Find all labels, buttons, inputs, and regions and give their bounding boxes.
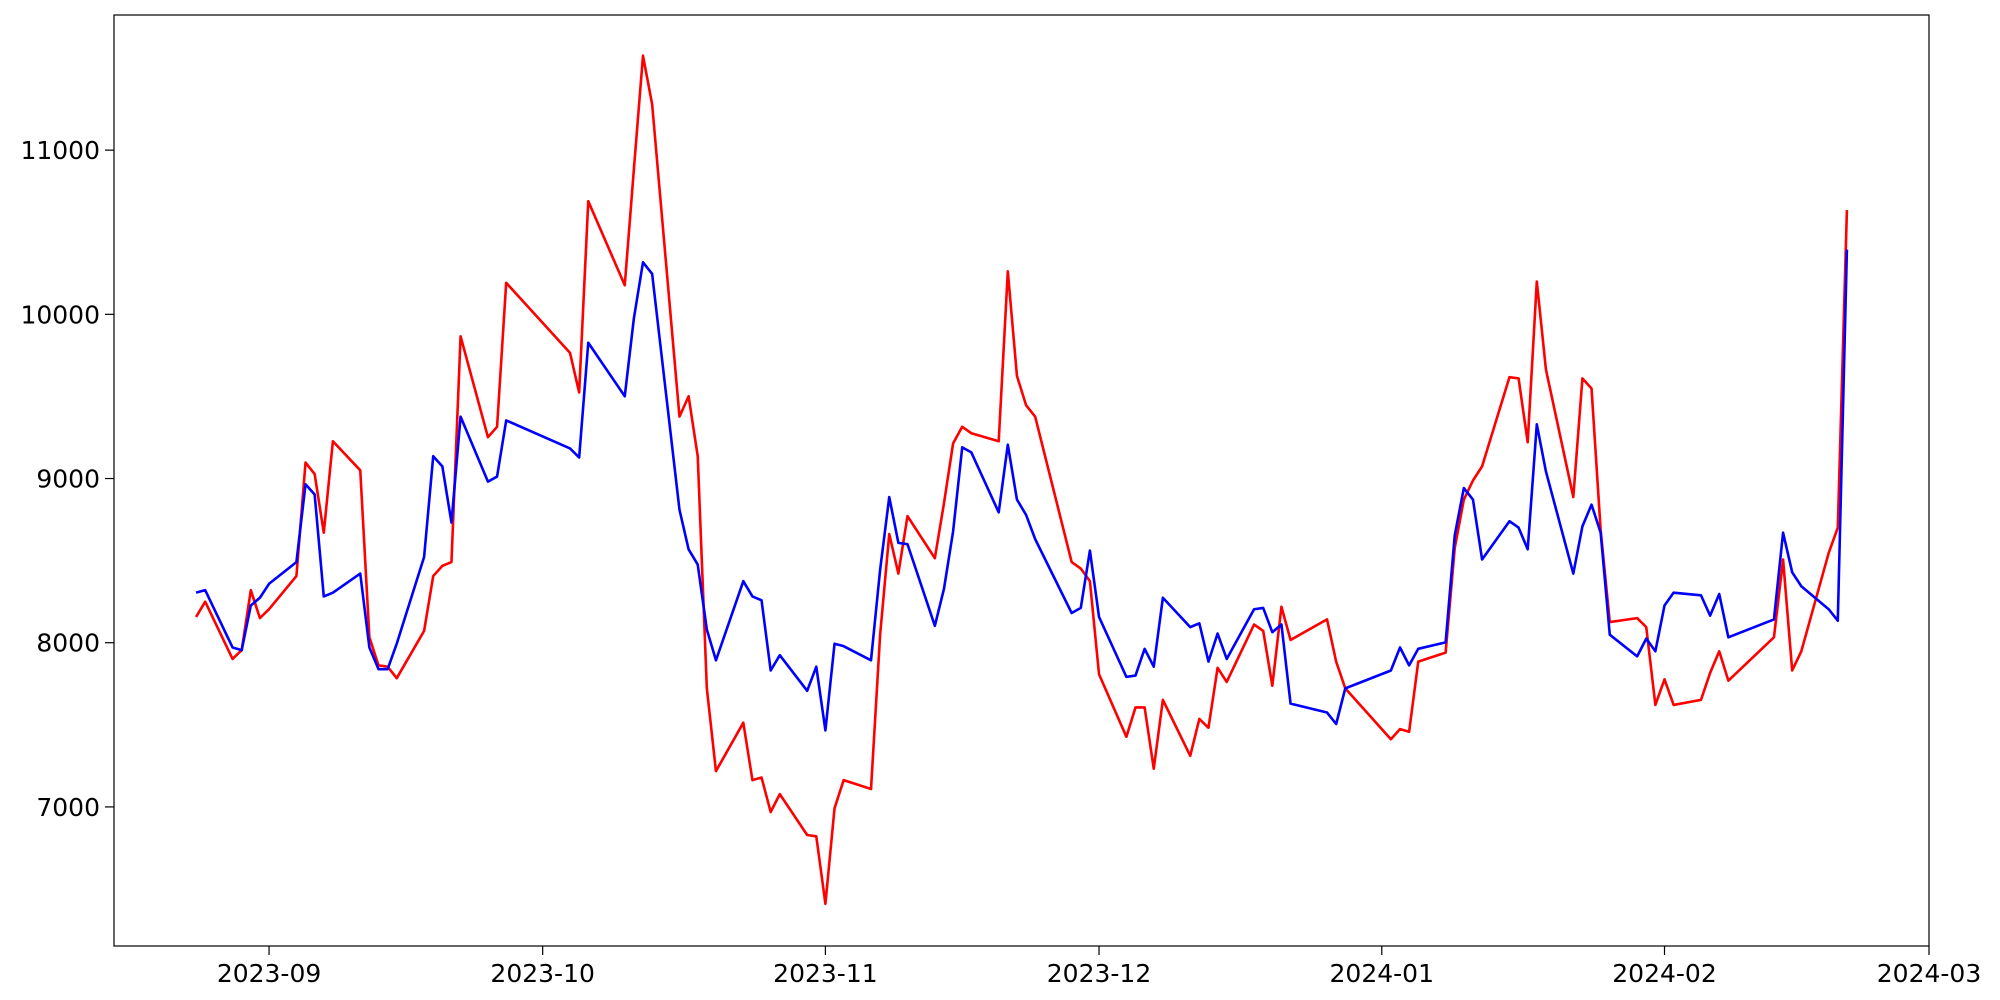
series-line [194, 54, 1849, 906]
y-tick-label: 11000 [20, 136, 100, 165]
x-tick-label: 2024-03 [1877, 959, 1981, 988]
y-tick-label: 10000 [20, 300, 100, 329]
y-tick-label: 7000 [36, 793, 100, 822]
x-tick-label: 2023-09 [217, 959, 321, 988]
x-tick-label: 2024-02 [1612, 959, 1716, 988]
x-tick-label: 2024-01 [1330, 959, 1434, 988]
series-line [195, 249, 1849, 732]
y-tick-label: 9000 [36, 465, 100, 494]
x-tick-label: 2023-12 [1047, 959, 1151, 988]
plot-frame [113, 14, 1930, 947]
y-tick-label: 8000 [36, 629, 100, 658]
x-tick-label: 2023-10 [490, 959, 594, 988]
x-tick-label: 2023-11 [773, 959, 877, 988]
